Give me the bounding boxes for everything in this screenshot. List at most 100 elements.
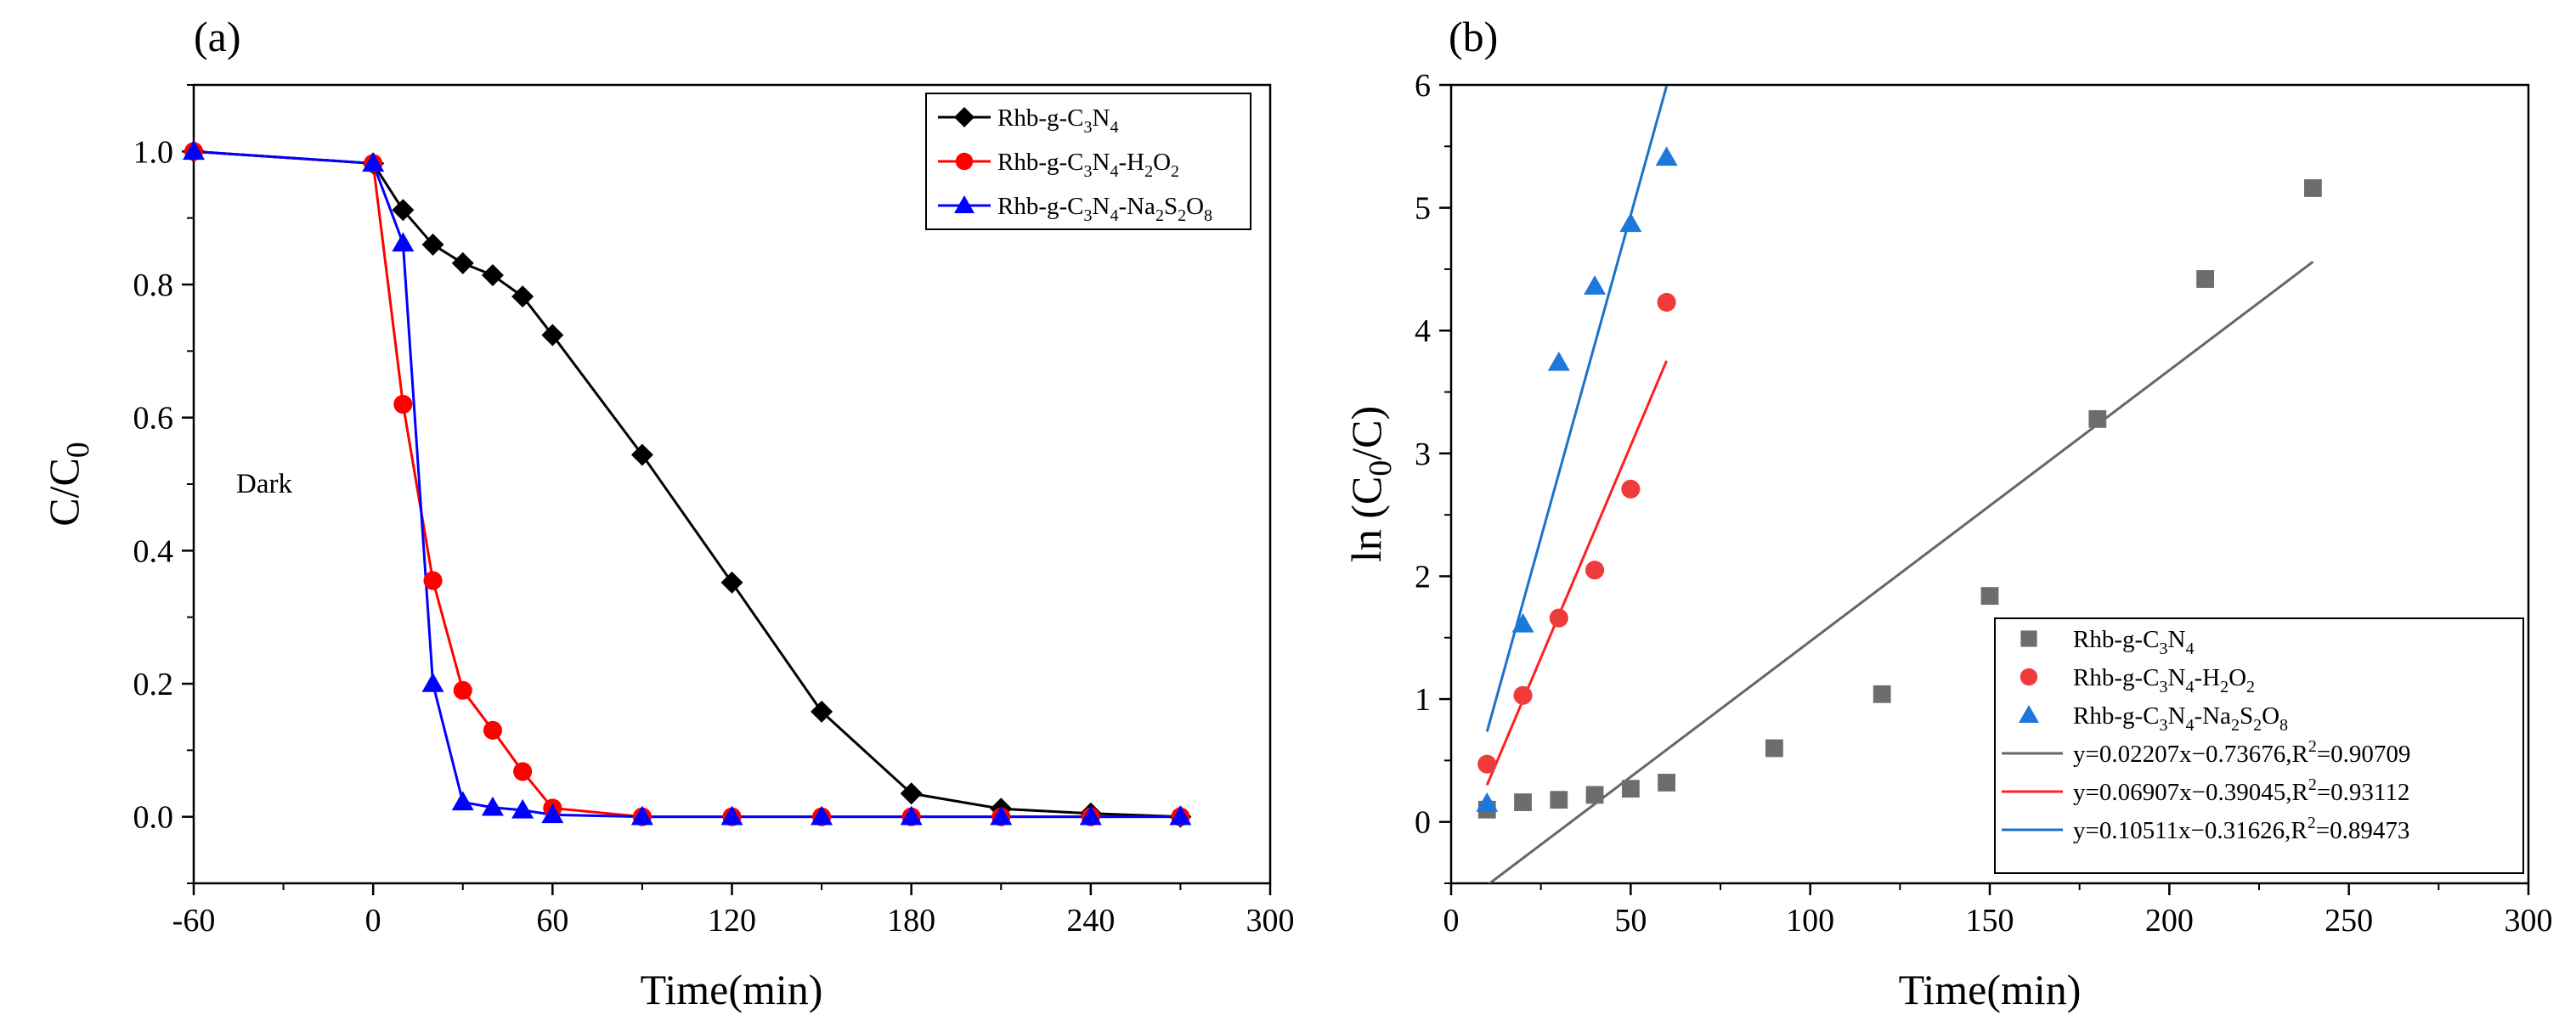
data-point <box>811 700 833 723</box>
data-point <box>541 803 564 824</box>
data-point <box>900 805 923 826</box>
data-point <box>1658 774 1675 792</box>
panel-a-y-label: C/C0 <box>40 442 96 527</box>
panel-b-y-tick-label: 6 <box>1415 68 1431 104</box>
data-point <box>1547 351 1570 371</box>
data-point <box>511 285 534 308</box>
panel-b-label: (b) <box>1449 13 1498 60</box>
data-point <box>900 782 923 805</box>
panel-b-y-label-main: ln (C <box>1342 476 1390 562</box>
data-point <box>1980 587 1999 605</box>
data-point <box>1657 292 1676 313</box>
dark-annotation: Dark <box>236 469 292 499</box>
data-point <box>362 152 385 172</box>
panel-a-series <box>183 140 1192 828</box>
data-point <box>1511 612 1534 633</box>
legend-entry: Rhb-g-C3N4 <box>997 104 1118 137</box>
chart-panel-a: (a) -60 0 60 120 180 240 300 0.0 0.2 0.4 0.6 0.8 1.0… <box>40 13 1295 1013</box>
panel-b-y-tick-label: 1 <box>1415 682 1431 718</box>
data-point <box>1549 608 1568 628</box>
data-point <box>1550 791 1568 809</box>
legend-box <box>1994 617 2524 874</box>
data-point <box>481 796 504 816</box>
panel-a-y-tick-label: 0.6 <box>133 401 174 437</box>
data-point <box>392 232 415 252</box>
panel-b-y-tick-label: 3 <box>1415 437 1431 472</box>
data-point <box>1169 805 1192 826</box>
panel-a-x-tick-label: 300 <box>1246 903 1295 939</box>
panel-a-x-tick-label: -60 <box>172 903 216 939</box>
data-point <box>1655 146 1678 166</box>
legend-fit-entry: y=0.02207x−0.73676,R2=0.90709 <box>2073 737 2410 768</box>
data-point <box>451 791 474 811</box>
panel-b-legend: Rhb-g-C3N4 Rhb-g-C3N4-H2O2 Rhb-g-C3N4-Na2S… <box>1994 617 2524 874</box>
data-point <box>811 805 833 826</box>
panel-a-x-tick-label: 240 <box>1066 903 1115 939</box>
data-point <box>513 762 533 781</box>
panel-b-y-label-end: /C) <box>1342 406 1390 460</box>
panel-a-x-tick-label: 0 <box>365 903 381 939</box>
legend-marker <box>2019 705 2039 723</box>
legend-marker <box>955 152 974 171</box>
data-point <box>392 199 415 222</box>
panel-b-x-tick-label: 300 <box>2505 903 2553 939</box>
data-point <box>2304 179 2322 197</box>
data-point <box>1513 685 1533 705</box>
panel-b-y-tick-label: 2 <box>1415 559 1431 595</box>
legend-marker <box>954 195 974 213</box>
panel-a-label: (a) <box>194 13 241 60</box>
panel-b-x-tick-label: 50 <box>1614 903 1647 939</box>
panel-b-x-tick-label: 0 <box>1443 903 1460 939</box>
panel-a-axes: -60 0 60 120 180 240 300 0.0 0.2 0.4 0.6 0.8 1.0 <box>133 84 1295 939</box>
legend-marker <box>2020 630 2037 647</box>
data-point <box>453 680 472 700</box>
data-point <box>1585 561 1605 580</box>
data-point <box>451 251 474 274</box>
panel-b-y-label-sub: 0 <box>1363 460 1398 476</box>
fit-line-3 <box>1485 85 1669 732</box>
panel-b-x-tick-label: 250 <box>2325 903 2373 939</box>
panel-a-x-tick-label: 180 <box>887 903 935 939</box>
data-point <box>421 673 444 692</box>
panel-b-x-tick-label: 100 <box>1786 903 1834 939</box>
panel-b-x-tick-label: 150 <box>1966 903 2014 939</box>
data-point <box>1765 739 1783 758</box>
panel-a-y-label-main: C/C <box>40 458 88 527</box>
data-point <box>511 798 534 819</box>
data-point <box>630 805 653 826</box>
data-point <box>1477 754 1497 774</box>
legend-fit-entry: y=0.10511x−0.31626,R2=0.89473 <box>2073 814 2409 844</box>
data-point <box>1514 793 1532 811</box>
data-point <box>720 805 743 826</box>
panel-a-x-tick-label: 120 <box>708 903 756 939</box>
data-point <box>423 571 443 590</box>
data-point <box>1621 780 1640 798</box>
legend-fit-entry: y=0.06907x−0.39045,R2=0.93112 <box>2073 775 2409 806</box>
legend-marker <box>954 107 974 127</box>
panel-a-legend: Rhb-g-C3N4 Rhb-g-C3N4-H2O2 Rhb-g-C3N4-Na2S… <box>925 93 1251 230</box>
data-point <box>720 571 743 594</box>
data-point <box>393 394 413 414</box>
data-point <box>541 324 564 347</box>
data-point <box>1873 685 1891 703</box>
data-point <box>1585 786 1604 804</box>
panel-a-x-tick-label: 60 <box>536 903 568 939</box>
fit-line-2 <box>1485 360 1668 786</box>
panel-a-y-tick-label: 0.0 <box>133 800 174 836</box>
panel-b-y-tick-label: 4 <box>1415 313 1431 349</box>
data-point <box>481 264 504 287</box>
data-point <box>2196 270 2214 288</box>
legend-entry: Rhb-g-C3N4-H2O2 <box>2073 664 2255 696</box>
data-point <box>1619 212 1642 233</box>
data-point <box>1079 805 1102 826</box>
panel-a-y-tick-label: 1.0 <box>133 134 174 170</box>
data-point <box>183 140 205 161</box>
series-line-2 <box>193 149 1181 819</box>
panel-b-y-tick-label: 0 <box>1415 805 1431 841</box>
legend-entry: Rhb-g-C3N4-Na2S2O8 <box>2073 702 2288 735</box>
series-line-3 <box>193 149 1181 819</box>
data-point <box>1621 479 1641 499</box>
panel-b-series <box>1476 146 2322 819</box>
